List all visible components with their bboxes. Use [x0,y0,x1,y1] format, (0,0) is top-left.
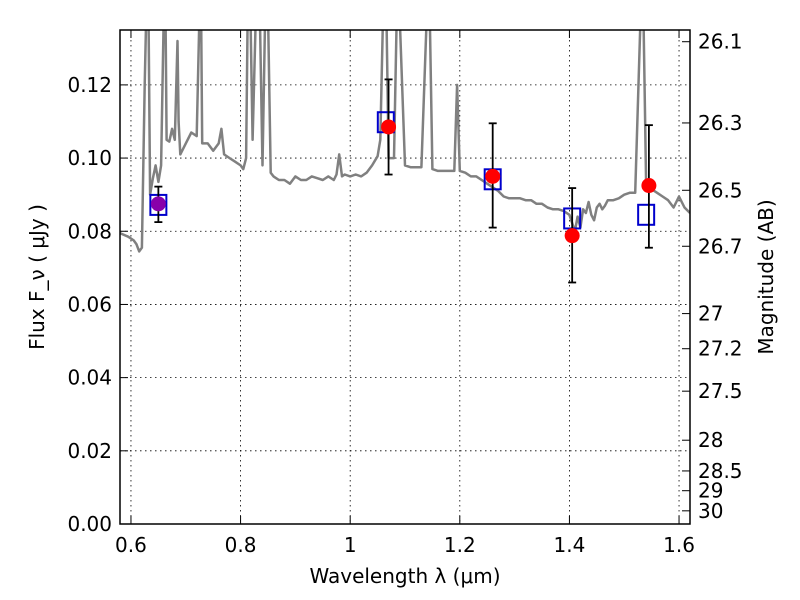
mag-tick-label: 26.5 [698,178,743,202]
model-photometry-box [637,203,656,226]
y-tick-label: 0.04 [67,366,112,390]
x-axis-label: Wavelength λ (μm) [309,564,500,588]
observed-point [485,168,501,184]
series-layer [120,30,690,284]
mag-tick-label: 27.2 [698,337,743,361]
y-tick-label: 0.12 [67,73,112,97]
x-tick-label: 1 [344,533,357,557]
y-axis-label: Flux F_ν ( μJy ) [25,204,49,350]
mag-tick-label: 27 [698,302,723,326]
x-tick-label: 1.2 [444,533,476,557]
y2-axis-label: Magnitude (AB) [754,199,778,354]
plot-area [120,30,690,253]
mag-tick-label: 30 [698,499,723,523]
plot-frame [119,29,691,525]
observed-point [641,178,657,194]
observed-point [381,119,397,135]
mag-tick-label: 26.7 [698,234,743,258]
grid-lines [120,30,690,525]
y-tick-label: 0.08 [67,219,112,243]
y-tick-label: 0.06 [67,292,112,316]
y-tick-label: 0.10 [67,146,112,170]
mag-tick-label: 28 [698,428,723,452]
model-spectrum-line [120,30,690,253]
x-tick-label: 0.6 [115,533,147,557]
x-tick-label: 0.8 [225,533,257,557]
mag-tick-label: 26.1 [698,30,743,54]
x-tick-label: 1.6 [663,533,695,557]
mag-tick-label: 27.5 [698,379,743,403]
y-tick-label: 0.00 [67,512,112,536]
observed-point [564,228,580,244]
y-tick-label: 0.02 [67,439,112,463]
mag-tick-label: 26.3 [698,111,743,135]
mag-tick-label: 28.5 [698,459,743,483]
x-tick-label: 1.4 [554,533,586,557]
mag-tick-label: 29 [698,479,723,503]
observed-point [150,196,166,212]
axis-ticks: 0.6 0.8 1 1.2 1.4 1.6 0.00 0.02 0.04 0.06 0.08 0.10… [67,30,742,557]
